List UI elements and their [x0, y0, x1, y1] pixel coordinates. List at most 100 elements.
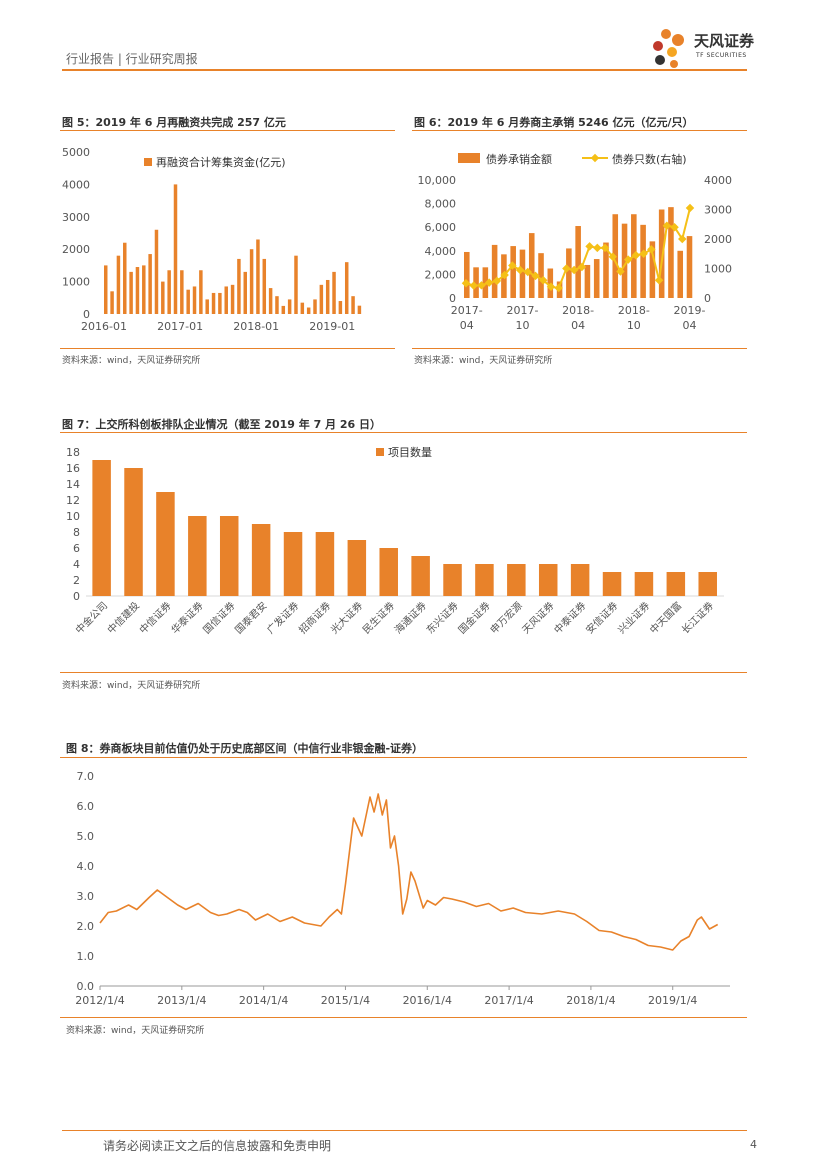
- fig7-title: 图 7：上交所科创板排队企业情况（截至 2019 年 7 月 26 日）: [62, 418, 382, 431]
- fig7-x-tick: 华泰证券: [168, 599, 205, 636]
- fig5-bar: [256, 239, 260, 314]
- fig6-bar: [464, 251, 470, 298]
- fig5-bottom-line: [60, 348, 395, 349]
- fig7-bar: [507, 564, 526, 596]
- fig6-line-marker: [461, 279, 471, 288]
- fig6-line-marker: [647, 245, 656, 254]
- fig5-bar: [161, 281, 165, 314]
- fig7-x-tick: 中信证券: [136, 599, 173, 636]
- fig5-bar: [104, 265, 108, 314]
- fig5-bar: [224, 286, 228, 314]
- fig5-bar: [306, 307, 311, 314]
- fig7-y-tick: 14: [66, 478, 80, 491]
- fig7-bar: [188, 516, 207, 596]
- fig5-bar: [332, 271, 336, 314]
- fig7-bar: [666, 572, 686, 596]
- fig5-bar: [237, 258, 241, 314]
- fig7-top-line: [60, 432, 747, 433]
- fig5-source: 资料来源：wind，天风证券研究所: [62, 356, 201, 366]
- fig8-y-tick: 5.0: [77, 830, 95, 843]
- fig6-legend-bar-label: 债券承销金额: [486, 152, 552, 166]
- logo-mark-icon: [653, 29, 684, 68]
- fig7-x-tick: 长江证券: [679, 599, 716, 636]
- fig7-y-tick: 0: [73, 590, 80, 603]
- fig6-line-marker: [508, 261, 517, 270]
- fig5-bar: [192, 286, 197, 314]
- fig6-source: 资料来源：wind，天风证券研究所: [414, 356, 553, 366]
- fig7-chart: 18 16 14 12 10 8 6 4 2 0中金公司中信建投中信证券华泰证券国信证券国泰君安广…: [66, 446, 724, 636]
- fig7-x-tick: 国金证券: [455, 599, 492, 636]
- fig6-y-right-tick: 1000: [704, 263, 732, 276]
- fig6-bar: [649, 241, 656, 298]
- logo-subtext: TF SECURITIES: [696, 52, 747, 59]
- fig7-x-tick: 光大证券: [328, 599, 365, 636]
- report-category: 行业报告 | 行业研究周报: [66, 52, 198, 66]
- fig8-source: 资料来源：wind，天风证券研究所: [66, 1026, 205, 1036]
- fig6-bar: [491, 244, 498, 298]
- fig5-bar: [230, 284, 235, 314]
- fig7-bottom-line: [60, 672, 747, 673]
- fig5-bar: [110, 291, 114, 314]
- fig6-legend-line-label: 债券只数(右轴): [612, 152, 687, 166]
- header-divider: [62, 69, 747, 71]
- fig6-line-marker: [569, 265, 579, 275]
- fig8-y-tick: 1.0: [77, 950, 95, 963]
- fig6-y-left-tick: 10,000: [418, 174, 457, 187]
- fig7-x-tick: 东兴证券: [423, 599, 460, 636]
- fig8-y-tick: 7.0: [77, 770, 95, 783]
- fig6-bottom-line: [412, 348, 747, 349]
- fig6-line-marker: [585, 242, 594, 251]
- fig7-x-tick: 国信证券: [200, 599, 237, 636]
- fig7-bar: [634, 572, 654, 596]
- logo-text: 天风证券: [694, 32, 755, 50]
- fig7-bar: [156, 492, 175, 596]
- fig5-bar: [211, 292, 216, 314]
- fig8-x-tick: 2012/1/4: [75, 994, 124, 1007]
- fig5-x-tick: 2016-01: [81, 320, 127, 333]
- fig7-bar: [570, 564, 590, 596]
- fig7-legend-swatch: [376, 448, 384, 456]
- fig7-y-tick: 4: [73, 558, 80, 571]
- fig5-bar: [275, 296, 279, 314]
- footer-disclaimer: 请务必阅读正文之后的信息披露和免责申明: [103, 1139, 332, 1153]
- fig5-y-tick: 0: [83, 308, 90, 321]
- fig6-y-left-tick: 8,000: [425, 198, 457, 211]
- page-number: 4: [750, 1138, 757, 1151]
- fig5-y-tick: 1000: [62, 276, 90, 289]
- fig7-bar: [443, 564, 462, 596]
- fig5-bar: [319, 284, 324, 314]
- fig8-top-line: [60, 757, 747, 758]
- fig7-x-tick: 招商证券: [296, 599, 333, 636]
- fig6-y-right-tick: 3000: [704, 204, 732, 217]
- footer-divider: [62, 1130, 747, 1131]
- fig7-x-tick: 中天国富: [647, 599, 684, 636]
- fig5-bar: [249, 249, 254, 314]
- fig8-x-tick: 2014/1/4: [239, 994, 288, 1007]
- fig8-x-tick: 2016/1/4: [403, 994, 452, 1007]
- fig5-bar: [338, 301, 343, 314]
- fig5-legend-swatch: [144, 158, 152, 166]
- fig7-x-tick: 兴业证券: [615, 599, 652, 636]
- fig5-x-tick: 2017-01: [157, 320, 203, 333]
- fig7-bar: [698, 572, 717, 596]
- fig6-legend-bar-swatch: [458, 153, 480, 163]
- fig7-bar: [475, 564, 494, 596]
- fig6-bar: [528, 233, 535, 298]
- fig8-line: [99, 793, 719, 951]
- fig6-line-marker: [477, 281, 486, 290]
- fig8-y-tick: 4.0: [77, 860, 95, 873]
- fig6-line-marker: [616, 267, 625, 276]
- fig5-bar: [173, 184, 178, 314]
- company-logo: 天风证券 TF SECURITIES: [648, 26, 758, 72]
- fig8-x-tick: 2015/1/4: [321, 994, 370, 1007]
- fig7-bar: [315, 532, 335, 596]
- fig7-x-tick: 国泰君安: [232, 599, 269, 636]
- fig6-bar: [621, 223, 628, 298]
- fig5-bar: [281, 305, 286, 314]
- fig6-line-marker: [523, 267, 533, 277]
- fig8-x-tick: 2018/1/4: [566, 994, 615, 1007]
- fig5-y-tick: 2000: [62, 243, 90, 256]
- fig5-bar: [167, 270, 171, 314]
- fig8-x-tick: 2013/1/4: [157, 994, 206, 1007]
